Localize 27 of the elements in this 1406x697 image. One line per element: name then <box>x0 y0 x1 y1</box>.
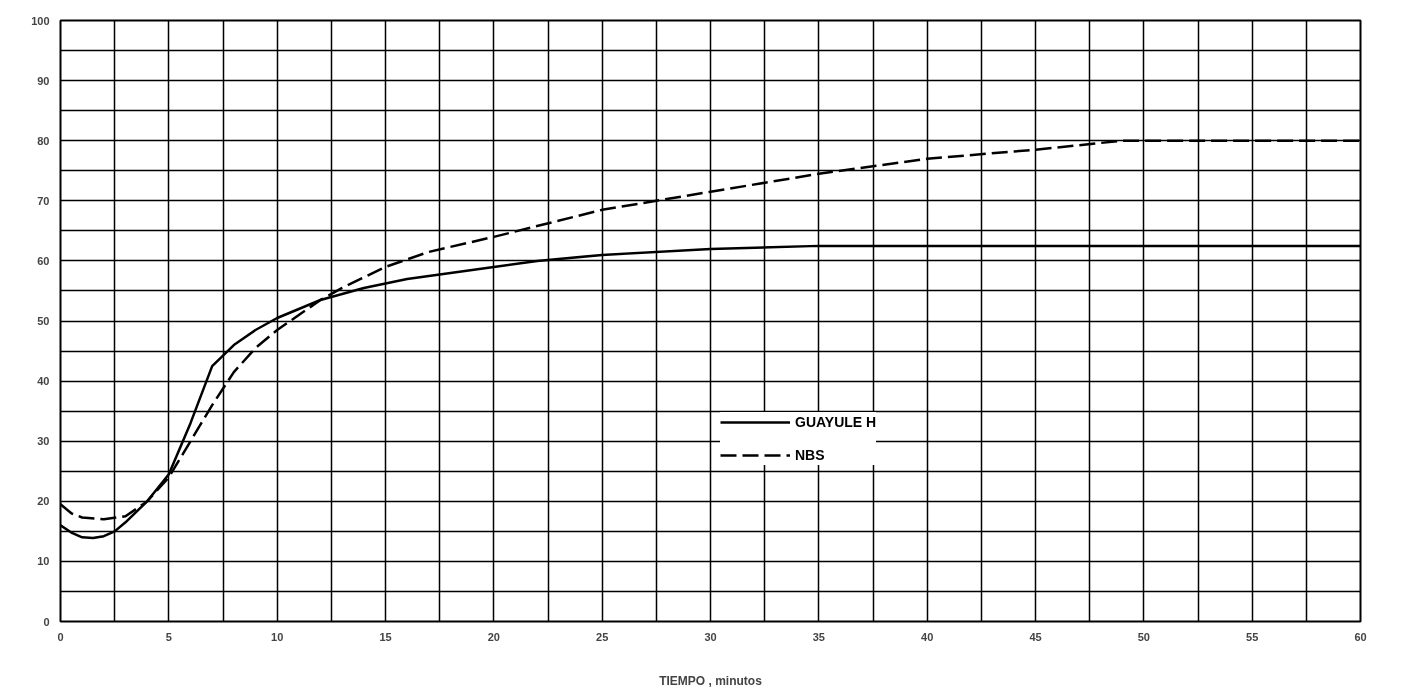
y-tick-label: 60 <box>37 254 50 267</box>
x-tick-label: 55 <box>1246 630 1259 643</box>
x-tick-label: 10 <box>271 630 284 643</box>
y-tick-label: 40 <box>37 375 50 388</box>
legend-label: GUAYULE H <box>795 413 877 432</box>
x-tick-label: 25 <box>596 630 609 643</box>
y-tick-label: 20 <box>37 495 50 508</box>
x-tick-label: 40 <box>921 630 934 643</box>
y-tick-label: 70 <box>37 194 50 207</box>
x-axis-title: TIEMPO , minutos <box>659 673 763 688</box>
x-tick-label: 35 <box>812 630 825 643</box>
x-tick-label: 5 <box>165 630 172 643</box>
legend-label: NBS <box>795 446 825 465</box>
y-tick-label: 50 <box>37 315 50 327</box>
x-tick-label: 30 <box>704 630 717 643</box>
y-tick-label: 100 <box>31 14 50 27</box>
x-tick-label: 60 <box>1354 630 1367 643</box>
x-tick-label: 0 <box>57 630 64 643</box>
y-tick-label: 10 <box>37 555 50 568</box>
y-tick-label: 0 <box>43 615 50 628</box>
x-tick-label: 15 <box>379 630 392 643</box>
y-tick-label: 90 <box>37 74 50 87</box>
x-tick-label: 50 <box>1137 630 1150 643</box>
y-tick-label: 30 <box>37 435 50 448</box>
x-tick-label: 45 <box>1029 630 1042 643</box>
x-tick-label: 20 <box>487 630 500 643</box>
y-tick-label: 80 <box>37 134 50 147</box>
